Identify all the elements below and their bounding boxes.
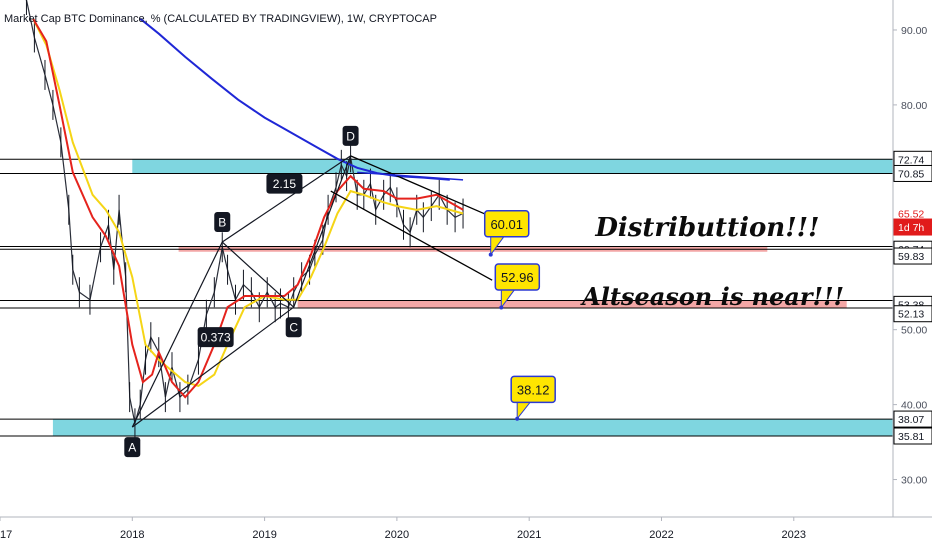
ratio-label-0: 2.15 bbox=[273, 177, 297, 191]
annotation-0: Distributtion!!! bbox=[594, 213, 819, 243]
channel-lower-line bbox=[330, 190, 493, 281]
price-badge-8: 38.07 bbox=[898, 414, 924, 426]
y-tick-label-1: 80.00 bbox=[901, 100, 927, 112]
callout-box-0 bbox=[483, 210, 530, 238]
ma-blue-line bbox=[139, 17, 450, 181]
pattern-point-box-B bbox=[214, 212, 231, 233]
price-badge-box-7 bbox=[893, 305, 932, 323]
price-badge-box-1 bbox=[893, 164, 932, 182]
ratio-box-1 bbox=[197, 327, 234, 348]
callout-box-1 bbox=[494, 263, 541, 291]
price-badge-7: 52.13 bbox=[898, 309, 924, 321]
ratio-label-1: 0.373 bbox=[201, 331, 231, 345]
x-tick-label-6: 2023 bbox=[782, 529, 806, 541]
x-tick-label-0: 2017 bbox=[0, 529, 12, 541]
callout-anchor-1 bbox=[499, 305, 504, 310]
zone-2 bbox=[297, 300, 847, 308]
channel-upper-line bbox=[350, 155, 497, 220]
callout-label-0: 60.01 bbox=[490, 217, 523, 232]
callout-anchor-0 bbox=[488, 252, 493, 257]
price-badge-1: 70.85 bbox=[898, 168, 924, 180]
pattern-point-box-D bbox=[342, 125, 359, 146]
price-badge-5: 59.83 bbox=[898, 251, 924, 263]
y-tick-label-4: 30.00 bbox=[901, 475, 927, 487]
callout-label-1: 52.96 bbox=[501, 270, 534, 285]
pattern-point-box-A bbox=[124, 437, 141, 458]
y-tick-label-2: 50.00 bbox=[901, 325, 927, 337]
annotation-1: Altseason is near!!! bbox=[580, 282, 844, 311]
callout-anchor-2 bbox=[515, 416, 520, 421]
pattern-line-BD bbox=[221, 155, 351, 243]
callout-label-2: 38.12 bbox=[517, 382, 550, 397]
callout-box-2 bbox=[510, 375, 556, 404]
x-tick-label-2: 2019 bbox=[252, 529, 276, 541]
ratio-box-0 bbox=[266, 173, 303, 194]
ma-red-line bbox=[32, 18, 464, 399]
y-tick-label-3: 40.00 bbox=[901, 400, 927, 412]
chart-title: Market Cap BTC Dominance, % (CALCULATED … bbox=[4, 13, 437, 25]
pattern-line-CD bbox=[293, 155, 352, 308]
price-badge-2: 65.52 bbox=[898, 208, 924, 220]
x-tick-label-3: 2020 bbox=[385, 529, 409, 541]
ma-yellow-line bbox=[32, 18, 464, 387]
price-badge-box-3 bbox=[893, 218, 932, 236]
price-badge-box-9 bbox=[893, 427, 932, 445]
price-badge-0: 72.74 bbox=[898, 154, 924, 166]
channel-blue-line bbox=[357, 171, 464, 181]
price-badge-box-8 bbox=[893, 410, 932, 428]
pattern-line-BC bbox=[221, 241, 295, 308]
x-tick-label-1: 2018 bbox=[120, 529, 144, 541]
pattern-point-D: D bbox=[346, 129, 355, 143]
pattern-point-A: A bbox=[128, 441, 136, 455]
x-tick-label-4: 2021 bbox=[517, 529, 541, 541]
pattern-line-AC bbox=[131, 306, 295, 428]
zone-3 bbox=[52, 419, 893, 437]
pattern-point-B: B bbox=[218, 216, 226, 230]
y-tick-label-0: 90.00 bbox=[901, 25, 927, 37]
pattern-line-AB bbox=[131, 241, 223, 428]
price-badge-box-2 bbox=[894, 205, 932, 222]
price-badge-3: 1d 7h bbox=[898, 222, 924, 234]
price-badge-9: 35.81 bbox=[898, 431, 924, 443]
pattern-point-C: C bbox=[289, 321, 298, 335]
price-badge-box-5 bbox=[893, 247, 932, 265]
zone-0 bbox=[132, 159, 894, 174]
price-series bbox=[25, 0, 464, 424]
pattern-point-box-C bbox=[285, 317, 302, 338]
x-tick-label-5: 2022 bbox=[649, 529, 673, 541]
